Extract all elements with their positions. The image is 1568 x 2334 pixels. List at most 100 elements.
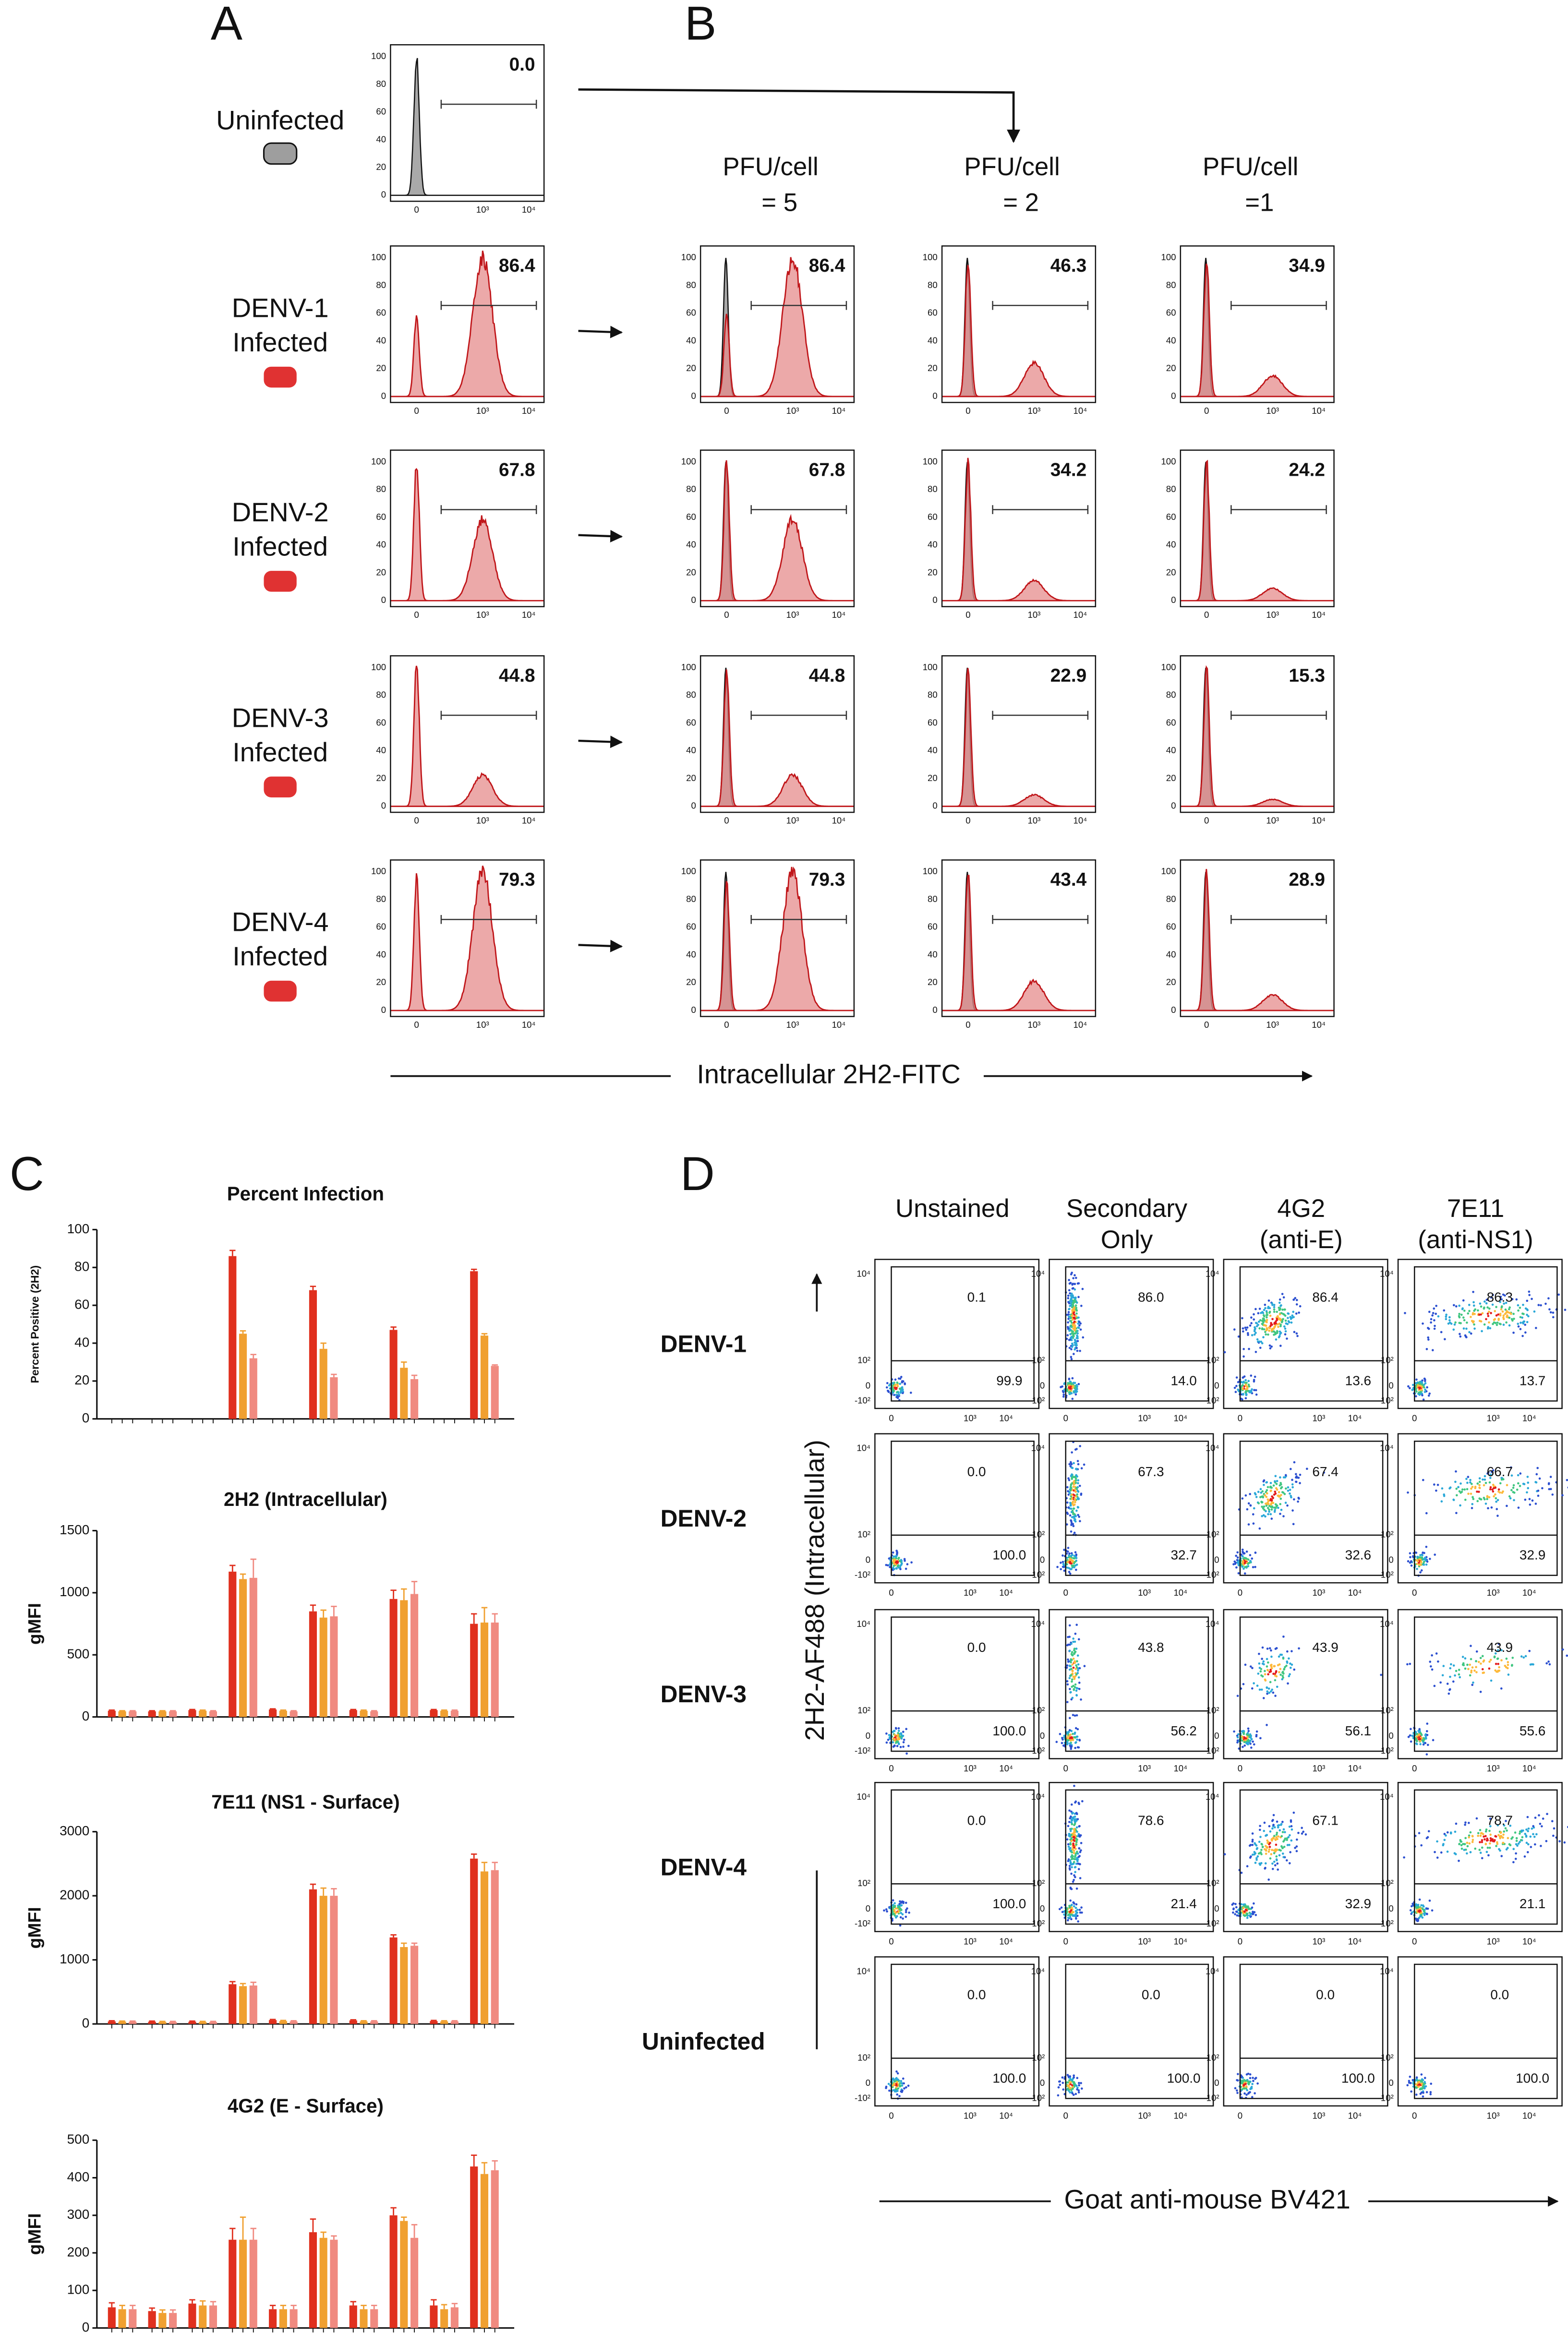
event-dot (1244, 1494, 1247, 1497)
event-dot (1289, 1662, 1291, 1665)
event-dot (1271, 1849, 1273, 1852)
event-dot (1071, 1493, 1073, 1496)
event-dot (1070, 1358, 1073, 1360)
event-dot (1278, 1655, 1280, 1658)
gate-percent: 34.9 (1289, 255, 1325, 276)
event-dot (894, 2089, 897, 2092)
event-dot (1073, 1288, 1076, 1291)
event-dot (904, 1382, 906, 1385)
event-dot (1293, 1668, 1296, 1671)
event-dot (1067, 1547, 1070, 1549)
event-dot (1266, 1658, 1268, 1660)
event-dot (1075, 1689, 1078, 1692)
event-dot (1494, 1310, 1496, 1312)
event-dot (1455, 1822, 1458, 1825)
event-dot (1453, 1304, 1455, 1307)
event-dot (1077, 1479, 1080, 1481)
event-dot (1073, 1846, 1075, 1849)
y-tick-label: 60 (686, 717, 696, 727)
event-dot (1429, 2091, 1432, 2093)
event-dot (1415, 2083, 1418, 2086)
y-tick-label: 100 (371, 51, 386, 61)
event-dot (1255, 1496, 1258, 1498)
column-header: =1 (1245, 188, 1274, 217)
error-bar (431, 2299, 437, 2306)
bar (389, 1330, 398, 1419)
event-dot (1499, 1296, 1502, 1298)
error-bar (441, 2304, 447, 2310)
y-tick-label: 40 (376, 540, 386, 550)
x-tick-label: 10³ (1312, 1763, 1325, 1773)
event-dot (1253, 1853, 1256, 1856)
event-dot (1567, 1826, 1568, 1829)
event-dot (1068, 1382, 1071, 1385)
event-dot (1484, 1838, 1486, 1841)
event-dot (1418, 2081, 1421, 2083)
event-dot (1471, 1835, 1474, 1837)
event-dot (1271, 1862, 1274, 1865)
y-tick-label: 3000 (60, 1823, 89, 1838)
event-dot (1081, 1911, 1083, 1914)
bar (118, 1711, 126, 1717)
event-dot (1281, 1853, 1284, 1855)
event-dot (1497, 1670, 1499, 1672)
event-dot (1410, 1740, 1412, 1743)
event-dot (1467, 1492, 1470, 1495)
event-dot (1406, 1663, 1409, 1666)
event-dot (1487, 1326, 1490, 1328)
histogram-fill (700, 257, 854, 397)
event-dot (893, 2080, 896, 2083)
event-dot (1223, 1853, 1226, 1855)
event-dot (1270, 1655, 1273, 1658)
event-dot (892, 2077, 894, 2080)
event-dot (1278, 1301, 1281, 1304)
event-dot (1473, 1312, 1476, 1315)
y-tick-label: 10⁴ (1031, 1619, 1045, 1629)
event-dot (1069, 1745, 1072, 1748)
row-label: Uninfected (216, 105, 344, 135)
y-tick-label: -10² (1203, 1745, 1219, 1756)
event-dot (1073, 1348, 1076, 1351)
event-dot (1517, 1323, 1520, 1325)
event-dot (1073, 1323, 1076, 1326)
event-dot (1489, 1833, 1492, 1836)
event-dot (898, 1560, 901, 1563)
panel-label: D (680, 1147, 715, 1201)
event-dot (1232, 1563, 1235, 1565)
y-tick-label: 80 (376, 79, 386, 89)
event-dot (1445, 1834, 1447, 1837)
event-dot (1435, 1652, 1438, 1655)
event-dot (1523, 1855, 1526, 1858)
event-dot (1078, 1321, 1081, 1323)
event-dot (889, 1383, 892, 1386)
event-dot (1247, 2083, 1250, 2086)
event-dot (1245, 1394, 1248, 1396)
event-dot (1077, 1482, 1079, 1484)
event-dot (1070, 1909, 1073, 1912)
event-dot (1256, 1847, 1259, 1850)
event-dot (1291, 1663, 1293, 1666)
event-dot (1070, 1324, 1073, 1327)
event-dot (1521, 1335, 1524, 1337)
event-dot (1069, 1282, 1072, 1285)
event-dot (910, 1561, 913, 1564)
event-dot (1073, 1732, 1076, 1734)
event-dot (1411, 1911, 1413, 1914)
event-dot (1070, 1462, 1073, 1465)
event-dot (1070, 1803, 1073, 1806)
event-dot (1289, 1666, 1292, 1669)
event-dot (1468, 1331, 1471, 1334)
event-dot (1242, 1560, 1244, 1563)
error-bar (331, 1888, 337, 1896)
x-tick-label: 10³ (1266, 406, 1279, 416)
event-dot (1276, 1480, 1279, 1482)
event-dot (1242, 1381, 1244, 1384)
event-dot (1250, 1746, 1253, 1749)
event-dot (1532, 1825, 1534, 1828)
event-dot (1073, 1562, 1075, 1564)
event-dot (1067, 1297, 1070, 1299)
event-dot (1475, 1666, 1477, 1669)
event-dot (1448, 1487, 1451, 1490)
event-dot (1077, 1669, 1079, 1672)
event-dot (1079, 1349, 1081, 1352)
